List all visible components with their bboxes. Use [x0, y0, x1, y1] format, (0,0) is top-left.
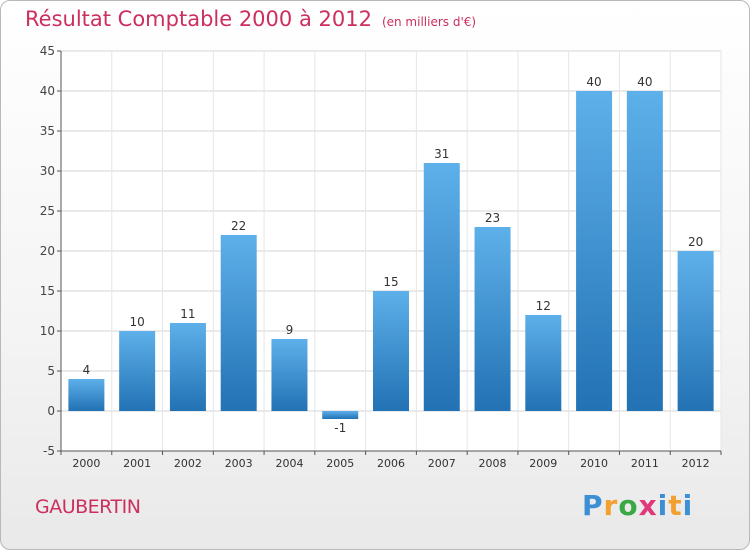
x-tick-label: 2003 [225, 457, 253, 470]
data-label: 12 [536, 299, 551, 313]
x-tick-label: 2006 [377, 457, 405, 470]
y-tick-label: 10 [40, 324, 55, 338]
proxiti-logo: Proxiti [582, 489, 693, 522]
y-tick-labels: -5 0 5 10 15 20 25 30 35 40 45 [40, 44, 55, 458]
y-tick-label: 45 [40, 44, 55, 58]
logo-letter: x [638, 489, 658, 522]
y-tick-label: 30 [40, 164, 55, 178]
chart-title: Résultat Comptable 2000 à 2012 (en millie… [25, 7, 476, 31]
logo-letter: i [682, 489, 694, 522]
bar-2006 [373, 291, 409, 411]
x-tick-labels: 2000 2001 2002 2003 2004 2005 2006 2007 2008 2009… [72, 457, 709, 470]
x-tick-label: 2009 [529, 457, 557, 470]
bar-2000 [68, 379, 105, 411]
x-tick-label: 2005 [326, 457, 354, 470]
data-label: 11 [180, 307, 195, 321]
x-tick-label: 2011 [631, 457, 659, 470]
y-tick-label: 35 [40, 124, 55, 138]
bar-2012 [677, 251, 714, 411]
data-label: 40 [586, 75, 601, 89]
chart-unit-label: (en milliers d'€) [381, 15, 477, 29]
chart-title-text: Résultat Comptable 2000 à 2012 [25, 7, 372, 31]
bar-2010 [576, 91, 613, 411]
y-tick-label: 25 [40, 204, 55, 218]
bar-2005 [322, 411, 359, 419]
data-label: 40 [637, 75, 652, 89]
logo-letter: i [657, 489, 669, 522]
logo-letter: P [582, 489, 604, 522]
x-tick-label: 2002 [174, 457, 202, 470]
bar-2011 [626, 91, 663, 411]
axes [57, 50, 722, 455]
data-label: 15 [383, 275, 398, 289]
y-tick-label: -5 [43, 444, 55, 458]
x-tick-label: 2001 [123, 457, 151, 470]
x-tick-label: 2008 [479, 457, 507, 470]
logo-letter: o [618, 489, 639, 522]
x-tick-label: 2000 [72, 457, 100, 470]
bar-2003 [220, 235, 257, 411]
logo-letter: r [603, 489, 619, 522]
x-tick-label: 2007 [428, 457, 456, 470]
bar-2004 [271, 339, 308, 411]
y-tick-label: 40 [40, 84, 55, 98]
bar-2008 [474, 227, 511, 411]
y-tick-label: 15 [40, 284, 55, 298]
bar-2009 [525, 315, 562, 411]
y-tick-label: 5 [47, 364, 55, 378]
data-label: 22 [231, 219, 246, 233]
bar-2002 [169, 323, 206, 411]
x-tick-label: 2012 [682, 457, 710, 470]
y-tick-label: 0 [47, 404, 55, 418]
data-label: 9 [286, 323, 294, 337]
data-label: 10 [130, 315, 145, 329]
data-label: -1 [334, 421, 346, 435]
bars [68, 91, 714, 419]
data-label: 31 [434, 147, 449, 161]
town-name: GAUBERTIN [35, 496, 141, 518]
bar-2007 [423, 163, 460, 411]
data-label: 20 [688, 235, 703, 249]
y-tick-label: 20 [40, 244, 55, 258]
x-tick-label: 2004 [275, 457, 303, 470]
data-labels: 4 10 11 22 9 -1 15 31 23 12 40 40 20 [83, 75, 704, 435]
data-label: 4 [83, 363, 91, 377]
data-label: 23 [485, 211, 500, 225]
bar-2001 [119, 331, 156, 411]
logo-letter: t [668, 489, 683, 522]
x-tick-label: 2010 [580, 457, 608, 470]
